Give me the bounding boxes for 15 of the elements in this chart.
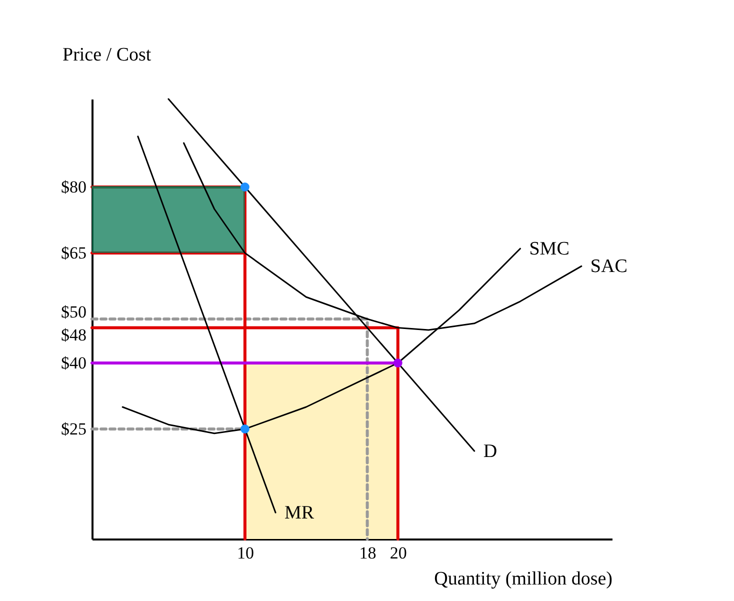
- x-tick-label: 10: [236, 544, 254, 562]
- series-label: MR: [284, 502, 314, 524]
- x-axis-title: Quantity (million dose): [434, 568, 612, 590]
- y-tick-label: $25: [61, 420, 86, 438]
- y-tick-label: $50: [61, 302, 86, 322]
- y-tick-label: $48: [61, 325, 86, 344]
- series-label: SAC: [590, 256, 628, 278]
- x-tick-label: 20: [390, 544, 407, 562]
- series-label: SMC: [529, 238, 570, 260]
- y-tick-label: $40: [61, 354, 86, 372]
- y-tick-label: $80: [61, 178, 86, 196]
- x-tick-label: 18: [359, 544, 376, 562]
- y-axis-title: Price / Cost: [62, 44, 152, 66]
- y-tick-label: $65: [61, 244, 86, 262]
- series-label: D: [483, 441, 498, 462]
